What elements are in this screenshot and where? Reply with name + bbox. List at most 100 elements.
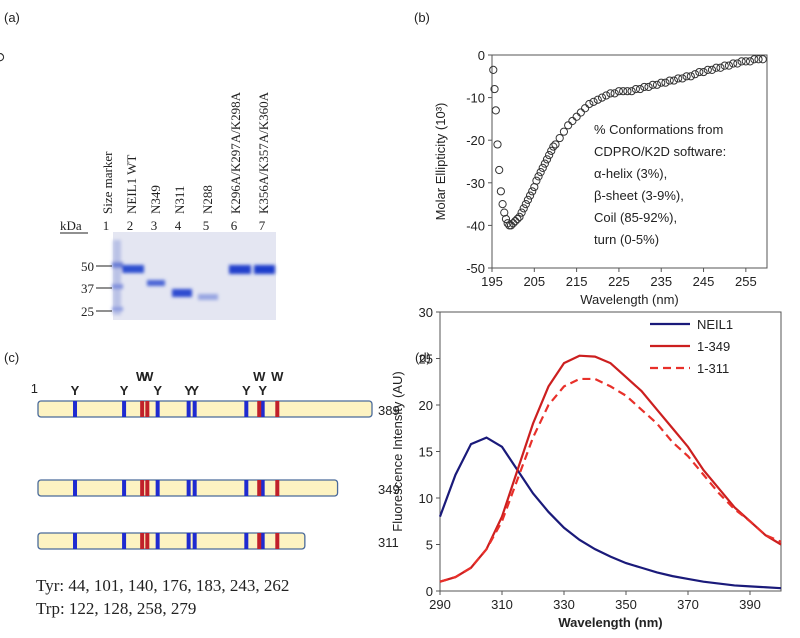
data-point xyxy=(506,221,516,230)
data-point xyxy=(555,133,564,143)
tyr-symbol: Y xyxy=(190,383,199,398)
tyr-mark xyxy=(260,533,265,549)
data-point xyxy=(597,93,607,102)
y-axis-label: Fluorescence Intensity (AU) xyxy=(390,371,405,531)
trp-symbol: W xyxy=(141,369,154,384)
x-axis-label: Wavelength (nm) xyxy=(558,615,662,630)
data-point xyxy=(614,87,624,96)
data-point xyxy=(648,80,657,89)
lane-number: 4 xyxy=(175,218,182,233)
data-point xyxy=(545,151,554,160)
tyr-symbol: Y xyxy=(153,383,162,398)
lane-label: N288 xyxy=(200,185,215,214)
trp-mark xyxy=(257,480,262,496)
trp-symbol: W xyxy=(136,369,149,384)
trp-mark xyxy=(140,401,145,417)
tyr-symbol: Y xyxy=(258,383,267,398)
data-point xyxy=(564,121,573,130)
x-axis-label: Wavelength (nm) xyxy=(580,292,679,307)
series-line xyxy=(439,377,782,583)
data-point xyxy=(716,63,725,72)
lane-number: 2 xyxy=(127,218,134,233)
trp-symbol: W xyxy=(271,369,284,384)
tyr-text: Tyr: 44, 101, 140, 176, 183, 243, 262 xyxy=(36,576,289,595)
data-point xyxy=(678,74,687,83)
lane-label: K356A/K357A/K360A xyxy=(256,91,271,214)
data-point xyxy=(703,65,712,75)
data-point xyxy=(610,89,619,98)
tyr-mark xyxy=(192,533,197,549)
lane-number: 7 xyxy=(259,218,266,233)
tyr-mark xyxy=(155,533,160,549)
tyr-mark xyxy=(244,401,249,417)
panel-label: (b) xyxy=(414,10,430,25)
data-point xyxy=(661,78,670,87)
data-point xyxy=(509,219,518,228)
data-point xyxy=(652,80,662,89)
y-tick-label: 5 xyxy=(426,538,433,553)
unit-label: kDa xyxy=(60,218,82,233)
data-point xyxy=(707,65,717,75)
data-point xyxy=(627,87,636,96)
panel-label: (a) xyxy=(4,10,20,25)
data-point xyxy=(631,84,640,94)
data-point xyxy=(724,61,734,70)
length-label: 311 xyxy=(378,535,399,550)
y-tick-label: -10 xyxy=(466,91,485,106)
data-point xyxy=(501,214,511,224)
tyr-mark xyxy=(186,533,191,549)
trp-mark xyxy=(257,401,262,417)
data-point xyxy=(585,99,594,109)
legend-label: 1-311 xyxy=(697,361,729,376)
data-point xyxy=(602,91,611,100)
trp-mark xyxy=(257,533,262,549)
tyr-mark xyxy=(155,480,160,496)
annotation: β-sheet (3-9%), xyxy=(594,188,684,203)
data-point xyxy=(635,84,645,94)
y-tick-label: -50 xyxy=(466,261,485,276)
trp-symbol: W xyxy=(253,369,266,384)
data-point xyxy=(493,140,502,149)
y-tick-label: 0 xyxy=(426,584,433,599)
data-point xyxy=(737,57,746,66)
lane-number: 1 xyxy=(103,218,110,233)
x-tick-label: 370 xyxy=(677,597,699,612)
data-point xyxy=(589,97,598,106)
lane-label: N349 xyxy=(148,185,163,214)
tyr-mark xyxy=(122,533,127,549)
size-marker: 25 xyxy=(81,304,94,319)
data-point xyxy=(644,82,653,92)
annotation: Coil (85-92%), xyxy=(594,210,677,225)
data-point xyxy=(532,176,541,185)
panel-label: (d) xyxy=(415,350,431,365)
data-point xyxy=(606,89,615,98)
data-point xyxy=(593,95,602,104)
y-tick-label: -30 xyxy=(466,176,485,191)
data-point xyxy=(674,74,683,83)
y-tick-label: 0 xyxy=(478,48,485,63)
length-label: 349 xyxy=(378,482,400,497)
data-point xyxy=(490,84,499,94)
data-point xyxy=(669,76,679,85)
trp-mark xyxy=(140,480,145,496)
data-point xyxy=(511,217,520,226)
data-point xyxy=(568,116,577,126)
size-marker: 50 xyxy=(81,259,94,274)
tyr-mark xyxy=(73,533,78,549)
data-point xyxy=(498,200,507,209)
trp-text: Trp: 122, 128, 258, 279 xyxy=(36,599,196,618)
data-point xyxy=(528,187,537,196)
x-tick-label: 390 xyxy=(739,597,761,612)
lane-label: Size marker xyxy=(100,151,115,214)
trp-mark xyxy=(140,533,145,549)
x-tick-label: 330 xyxy=(553,597,575,612)
trp-mark xyxy=(275,401,280,417)
series-line xyxy=(438,436,782,590)
trp-mark xyxy=(275,533,280,549)
data-point xyxy=(572,112,581,121)
data-point xyxy=(489,65,498,75)
size-marker: 37 xyxy=(81,281,95,296)
x-tick-label: 245 xyxy=(693,274,715,289)
x-tick-label: 310 xyxy=(491,597,513,612)
